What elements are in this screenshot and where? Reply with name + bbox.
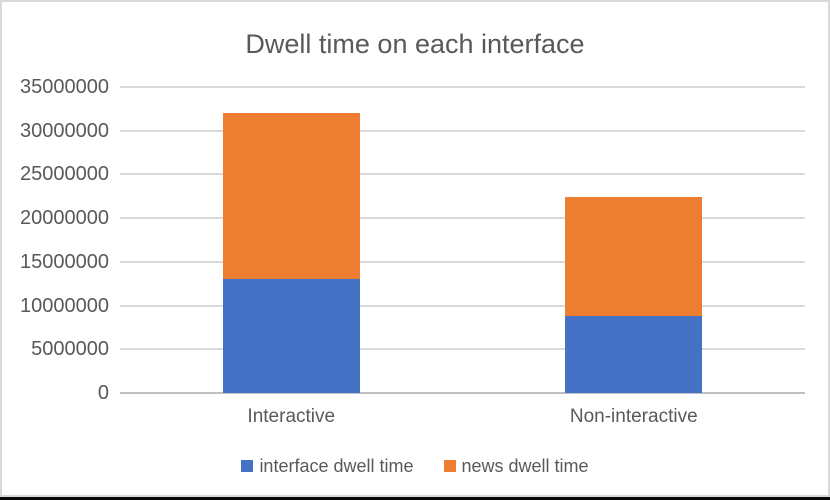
y-tick-label: 0	[97, 382, 109, 404]
legend-item-interface-dwell-time: interface dwell time	[241, 455, 414, 477]
legend-label: news dwell time	[461, 455, 589, 476]
screenshot-bottom-edge-bar	[0, 497, 830, 500]
legend-item-news-dwell-time: news dwell time	[443, 455, 589, 477]
legend-label: interface dwell time	[259, 455, 414, 476]
x-category-label: Interactive	[247, 406, 336, 427]
x-axis-line	[120, 392, 805, 394]
plot-area	[120, 86, 805, 394]
y-tick-label: 25000000	[20, 163, 109, 186]
legend: interface dwell time news dwell time	[2, 454, 828, 478]
x-category-label: Non-interactive	[569, 406, 698, 427]
gridline	[120, 217, 805, 220]
y-tick-label: 35000000	[20, 76, 109, 98]
gridline	[120, 86, 805, 88]
y-tick-label: 30000000	[20, 119, 109, 142]
y-tick-label: 15000000	[20, 250, 109, 273]
bar-segment-interface-dwell-time-interactive	[222, 279, 360, 393]
gridline	[120, 304, 805, 307]
bar-segment-news-dwell-time-interactive	[222, 113, 360, 280]
gridline	[120, 173, 805, 176]
y-tick-label: 10000000	[20, 294, 109, 317]
y-tick-label: 20000000	[20, 207, 109, 230]
legend-swatch-interface-dwell-time	[241, 460, 254, 472]
y-tick-label: 5000000	[31, 338, 109, 361]
chart-title: Dwell time on each interface	[245, 29, 585, 59]
bar-segment-news-dwell-time-non-interactive	[565, 197, 703, 317]
bar-segment-interface-dwell-time-non-interactive	[565, 316, 703, 393]
legend-swatch-news-dwell-time	[443, 460, 456, 472]
gridline	[120, 348, 805, 351]
gridline	[120, 260, 805, 263]
gridline	[120, 129, 805, 132]
